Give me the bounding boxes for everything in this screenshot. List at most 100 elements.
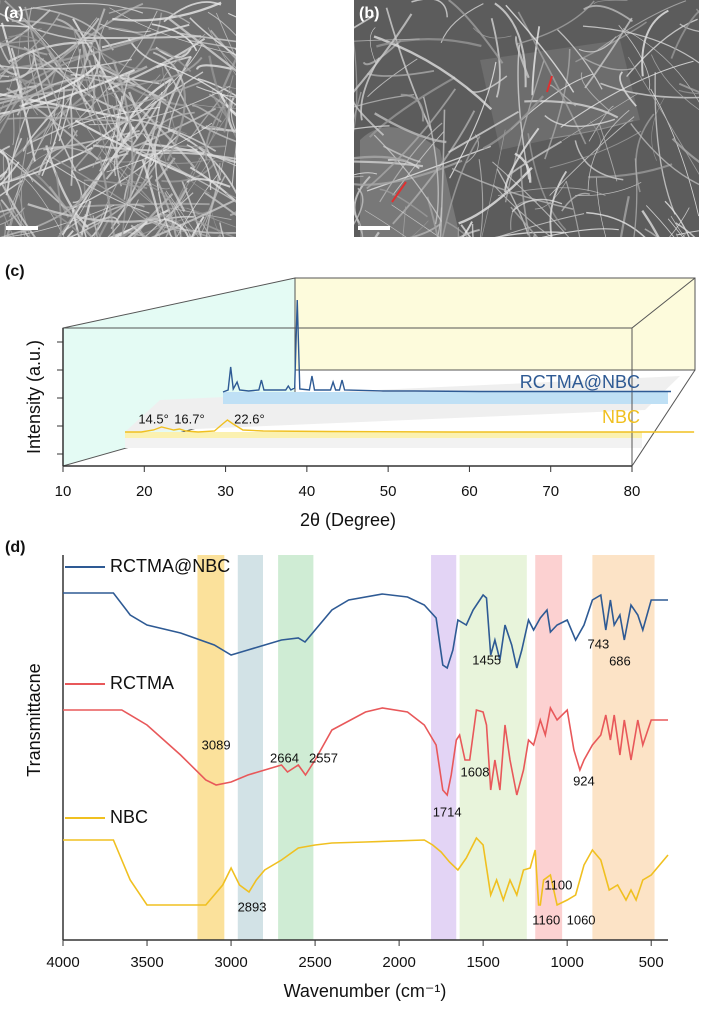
- fiber: [163, 1, 222, 23]
- fiber: [578, 36, 617, 53]
- fiber: [47, 210, 84, 237]
- fiber: [409, 223, 441, 237]
- fiber: [510, 206, 539, 237]
- fiber: [205, 101, 227, 160]
- fiber: [70, 132, 181, 210]
- fiber: [108, 27, 148, 38]
- fiber: [471, 224, 474, 237]
- fiber: [171, 201, 192, 237]
- fiber: [144, 56, 192, 179]
- fiber: [461, 221, 473, 237]
- fiber: [159, 62, 236, 106]
- peak-label: 2664: [270, 750, 299, 765]
- fiber: [354, 125, 390, 130]
- fiber: [633, 158, 638, 237]
- fiber: [191, 104, 222, 123]
- x-tick-label: 70: [542, 483, 559, 500]
- fiber: [44, 158, 150, 214]
- fiber: [524, 100, 619, 119]
- fiber: [490, 18, 501, 98]
- fiber: [458, 166, 533, 225]
- fiber: [392, 131, 445, 196]
- fiber: [94, 136, 150, 237]
- series-label: RCTMA@NBC: [520, 372, 640, 392]
- fiber: [9, 54, 38, 116]
- fiber: [0, 150, 69, 211]
- fiber: [223, 90, 232, 133]
- fiber: [644, 228, 659, 237]
- fiber: [10, 106, 31, 182]
- fiber: [12, 2, 144, 14]
- fiber: [492, 161, 570, 237]
- fiber: [354, 160, 424, 168]
- fiber: [127, 200, 186, 233]
- fiber: [225, 85, 236, 89]
- fiber: [0, 42, 48, 56]
- fiber: [391, 204, 440, 237]
- fiber: [300, 15, 350, 112]
- fiber: [466, 75, 508, 93]
- fiber: [4, 222, 6, 237]
- y-axis-label: Intensity (a.u.): [24, 340, 44, 454]
- fiber: [165, 190, 199, 237]
- fiber: [18, 194, 31, 237]
- fiber: [584, 17, 633, 89]
- fiber: [635, 113, 655, 193]
- x-tick-label: 50: [380, 483, 397, 500]
- fiber: [155, 133, 169, 172]
- fiber: [619, 71, 637, 107]
- fiber: [57, 194, 83, 237]
- peak-label: 743: [588, 636, 610, 651]
- fiber: [189, 230, 212, 237]
- fiber: [111, 105, 133, 143]
- fiber: [211, 211, 222, 237]
- fiber: [199, 129, 229, 237]
- fiber: [228, 12, 236, 18]
- fiber: [39, 142, 57, 172]
- fiber: [51, 156, 174, 237]
- fiber: [217, 234, 222, 237]
- fiber: [582, 25, 699, 64]
- fiber: [22, 104, 60, 152]
- fiber: [654, 72, 676, 215]
- fiber: [132, 192, 174, 237]
- fiber: [113, 80, 204, 111]
- fiber: [107, 223, 121, 237]
- fiber: [678, 82, 699, 94]
- x-tick-label: 40: [299, 483, 316, 500]
- peak-label: 16.7°: [174, 411, 205, 426]
- fiber: [575, 182, 642, 196]
- fiber: [92, 48, 129, 155]
- fiber: [354, 91, 362, 120]
- fiber: [373, 35, 493, 111]
- fiber: [562, 93, 638, 141]
- fiber: [4, 0, 64, 71]
- fiber: [630, 123, 699, 186]
- fiber: [481, 129, 506, 237]
- fiber: [650, 88, 699, 217]
- fiber: [583, 57, 635, 71]
- fiber: [121, 150, 137, 237]
- fiber: [150, 111, 195, 135]
- fiber: [218, 56, 236, 96]
- y-axis-ticks: [57, 341, 63, 455]
- fiber: [154, 157, 176, 182]
- fiber: [110, 74, 184, 107]
- fiber: [83, 179, 148, 189]
- fiber: [176, 32, 236, 43]
- fiber: [505, 4, 575, 93]
- fiber: [667, 218, 684, 237]
- band: [237, 555, 263, 940]
- fiber: [514, 152, 532, 183]
- spectrum: [63, 592, 668, 670]
- fiber: [0, 40, 11, 65]
- x-tick-label: 2000: [382, 954, 415, 971]
- fiber: [0, 12, 96, 42]
- legend-label: RCTMA: [110, 673, 174, 693]
- fiber: [0, 39, 37, 45]
- fiber: [73, 28, 113, 173]
- fiber: [186, 144, 212, 190]
- fiber: [141, 159, 162, 223]
- legend-label: RCTMA@NBC: [110, 556, 230, 576]
- fiber: [354, 206, 363, 235]
